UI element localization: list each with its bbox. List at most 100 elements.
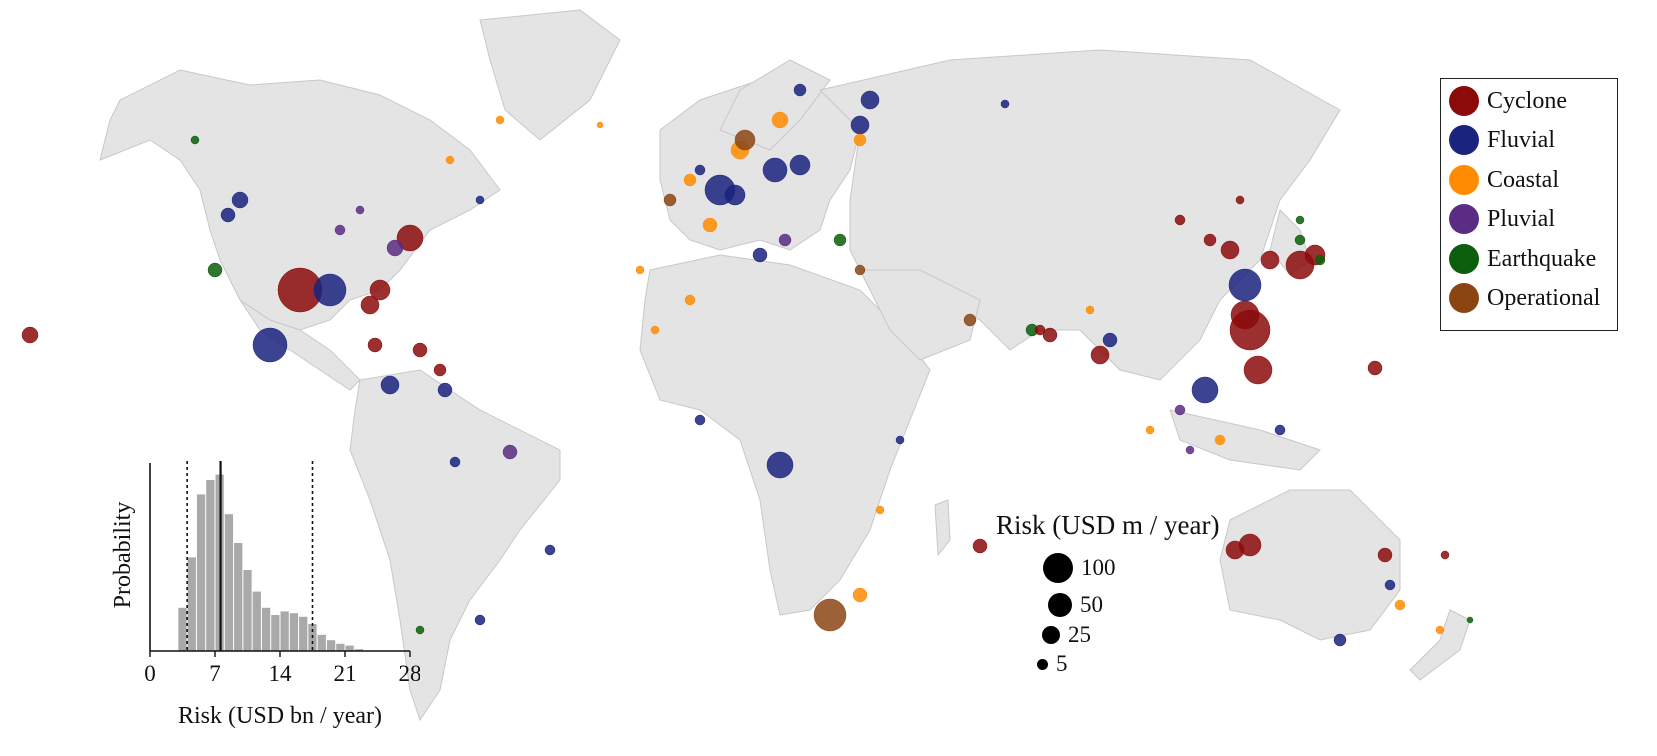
hazard-point <box>207 262 223 278</box>
hazard-point <box>415 625 425 635</box>
hazard-point <box>231 191 249 209</box>
histogram-bars <box>178 474 364 651</box>
hazard-point <box>1295 215 1305 225</box>
hazard-point <box>445 155 455 165</box>
hazard-point <box>1377 547 1393 563</box>
hazard-point <box>1314 254 1326 266</box>
histogram-bar <box>243 570 252 651</box>
legend-label: Earthquake <box>1487 245 1597 272</box>
cyclone-legend-swatch <box>1449 86 1479 116</box>
hazard-point <box>663 193 677 207</box>
legend-label: Fluvial <box>1487 126 1556 153</box>
size-legend-item-5: 5 <box>1037 651 1068 677</box>
x-axis-ticks: 0 7 14 21 28 <box>144 651 420 686</box>
hazard-point <box>853 133 867 147</box>
x-tick-label: 0 <box>144 661 156 686</box>
histogram-bar <box>345 645 354 651</box>
hazard-point <box>190 135 200 145</box>
operational-legend-swatch <box>1449 283 1479 313</box>
fluvial-legend-swatch <box>1449 125 1479 155</box>
hazard-point <box>433 363 447 377</box>
hazard-point <box>860 90 880 110</box>
legend-label: Operational <box>1487 284 1601 311</box>
histogram-bar <box>178 607 187 651</box>
hazard-point <box>360 295 380 315</box>
hazard-point <box>1235 195 1245 205</box>
hazard-point <box>475 195 485 205</box>
earthquake-legend-swatch <box>1449 244 1479 274</box>
hazard-point <box>449 456 461 468</box>
hazard-point <box>1191 376 1219 404</box>
size-legend-item-25: 25 <box>1042 622 1091 648</box>
hazard-point <box>875 505 885 515</box>
hazard-point <box>963 313 977 327</box>
hazard-point <box>813 598 847 632</box>
hazard-point <box>724 184 746 206</box>
hazard-point <box>684 294 696 306</box>
hazard-point <box>380 375 400 395</box>
hazard-point <box>762 157 788 183</box>
hazard-point <box>1260 250 1280 270</box>
legend-label: Pluvial <box>1487 205 1556 232</box>
histogram-bar <box>206 480 215 651</box>
hazard-point <box>793 83 807 97</box>
hazard-point <box>1185 445 1195 455</box>
hazard-point <box>972 538 988 554</box>
histogram-bar <box>271 615 280 651</box>
hazard-point <box>694 164 706 176</box>
legend-item-coastal: Coastal <box>1449 162 1559 198</box>
hazard-point <box>334 224 346 236</box>
size-legend-item-100: 100 <box>1043 553 1116 583</box>
reference-lines <box>186 461 314 651</box>
hazard-point <box>1333 633 1347 647</box>
hazard-point <box>1294 234 1306 246</box>
hazard-point <box>1228 268 1262 302</box>
arabia-landmass <box>859 269 981 361</box>
hazard-point <box>833 233 847 247</box>
hazard-point <box>412 342 428 358</box>
histogram-bar <box>187 557 196 651</box>
hazard-point <box>734 129 756 151</box>
hazard-point <box>1145 425 1155 435</box>
y-axis-label: Probability <box>110 502 136 609</box>
hazard-point <box>694 414 706 426</box>
histogram-bar <box>234 543 243 651</box>
hazard-point <box>752 247 768 263</box>
histogram-bar <box>326 640 336 651</box>
size-legend-title: Risk (USD m / year) <box>996 510 1220 540</box>
hazard-point <box>1367 360 1383 376</box>
hazard-point <box>495 115 505 125</box>
hazard-point <box>771 111 789 129</box>
greenland-landmass <box>479 9 621 141</box>
hazard-point <box>1394 599 1406 611</box>
hazard-point <box>474 614 486 626</box>
hazard-point <box>1034 324 1046 336</box>
hazard-point <box>1274 424 1286 436</box>
hazard-point <box>766 451 794 479</box>
hazard-point <box>650 325 660 335</box>
hazard-point <box>596 121 604 129</box>
size-legend-item-50: 50 <box>1048 592 1103 618</box>
hazard-point <box>355 205 365 215</box>
pluvial-legend-swatch <box>1449 204 1479 234</box>
hazard-point <box>220 207 236 223</box>
hazard-point <box>1230 300 1260 330</box>
hazard-point <box>369 279 391 301</box>
hazard-point <box>1214 434 1226 446</box>
hazard-point <box>502 444 518 460</box>
hazard-point <box>1085 305 1095 315</box>
indonesia-landmass <box>1169 409 1321 471</box>
coastal-legend-swatch <box>1449 165 1479 195</box>
hazard-point <box>544 544 556 556</box>
hazard-point <box>683 173 697 187</box>
x-axis-label: Risk (USD bn / year) <box>178 703 382 729</box>
new-zealand-landmass <box>1409 609 1471 681</box>
hazard-point <box>1466 616 1474 624</box>
hazard-point <box>396 224 424 252</box>
hazard-point <box>21 326 39 344</box>
histogram-bar <box>354 649 364 651</box>
histogram-bar <box>224 514 234 651</box>
legend-item-fluvial: Fluvial <box>1449 122 1555 158</box>
hazard-point <box>1090 345 1110 365</box>
legend-item-pluvial: Pluvial <box>1449 201 1555 237</box>
